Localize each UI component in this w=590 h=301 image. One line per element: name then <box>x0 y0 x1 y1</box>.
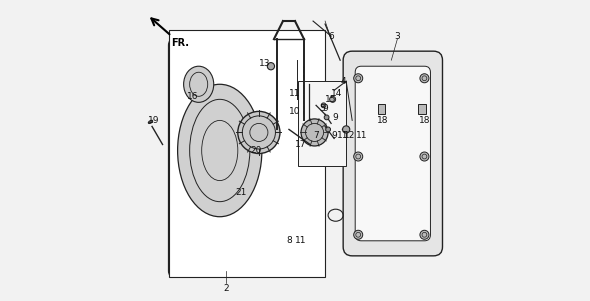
Text: 3: 3 <box>395 32 400 41</box>
Text: 12: 12 <box>343 131 355 140</box>
Text: 18: 18 <box>376 116 388 125</box>
Ellipse shape <box>321 103 326 108</box>
Ellipse shape <box>183 66 214 102</box>
Text: 8: 8 <box>286 236 292 245</box>
Text: 13: 13 <box>259 59 271 68</box>
Ellipse shape <box>148 120 153 123</box>
Text: 9: 9 <box>333 113 339 122</box>
Ellipse shape <box>178 84 262 217</box>
Text: 17: 17 <box>295 140 307 149</box>
Ellipse shape <box>353 152 363 161</box>
Text: 7: 7 <box>313 131 319 140</box>
FancyBboxPatch shape <box>355 66 431 241</box>
Ellipse shape <box>324 115 329 120</box>
Text: 15: 15 <box>325 95 337 104</box>
Text: 14: 14 <box>332 89 343 98</box>
Text: FR.: FR. <box>172 38 189 48</box>
Text: 11: 11 <box>289 89 301 98</box>
Text: 4: 4 <box>340 77 346 86</box>
Bar <box>418 104 426 114</box>
Ellipse shape <box>353 230 363 239</box>
Text: 10: 10 <box>289 107 301 116</box>
Text: 11: 11 <box>355 131 367 140</box>
Text: 9: 9 <box>322 104 328 113</box>
Text: 5: 5 <box>319 104 325 113</box>
Ellipse shape <box>301 119 328 146</box>
Bar <box>169 30 325 277</box>
Text: 21: 21 <box>235 188 247 197</box>
Text: 19: 19 <box>148 116 159 125</box>
FancyBboxPatch shape <box>169 39 322 277</box>
Ellipse shape <box>326 127 330 132</box>
Text: 2: 2 <box>223 284 228 293</box>
Text: 11: 11 <box>295 236 307 245</box>
Ellipse shape <box>420 152 429 161</box>
Ellipse shape <box>420 74 429 83</box>
Bar <box>298 81 346 166</box>
Text: 6: 6 <box>328 32 334 41</box>
Ellipse shape <box>330 96 336 102</box>
Text: 16: 16 <box>187 92 198 101</box>
Ellipse shape <box>267 63 274 70</box>
Ellipse shape <box>420 230 429 239</box>
Text: 18: 18 <box>419 116 430 125</box>
Bar <box>378 104 385 114</box>
Ellipse shape <box>353 74 363 83</box>
Ellipse shape <box>238 111 280 154</box>
Text: 9: 9 <box>331 131 337 140</box>
Text: 20: 20 <box>250 146 261 155</box>
FancyBboxPatch shape <box>343 51 442 256</box>
Text: 11: 11 <box>337 131 349 140</box>
Ellipse shape <box>343 126 350 133</box>
